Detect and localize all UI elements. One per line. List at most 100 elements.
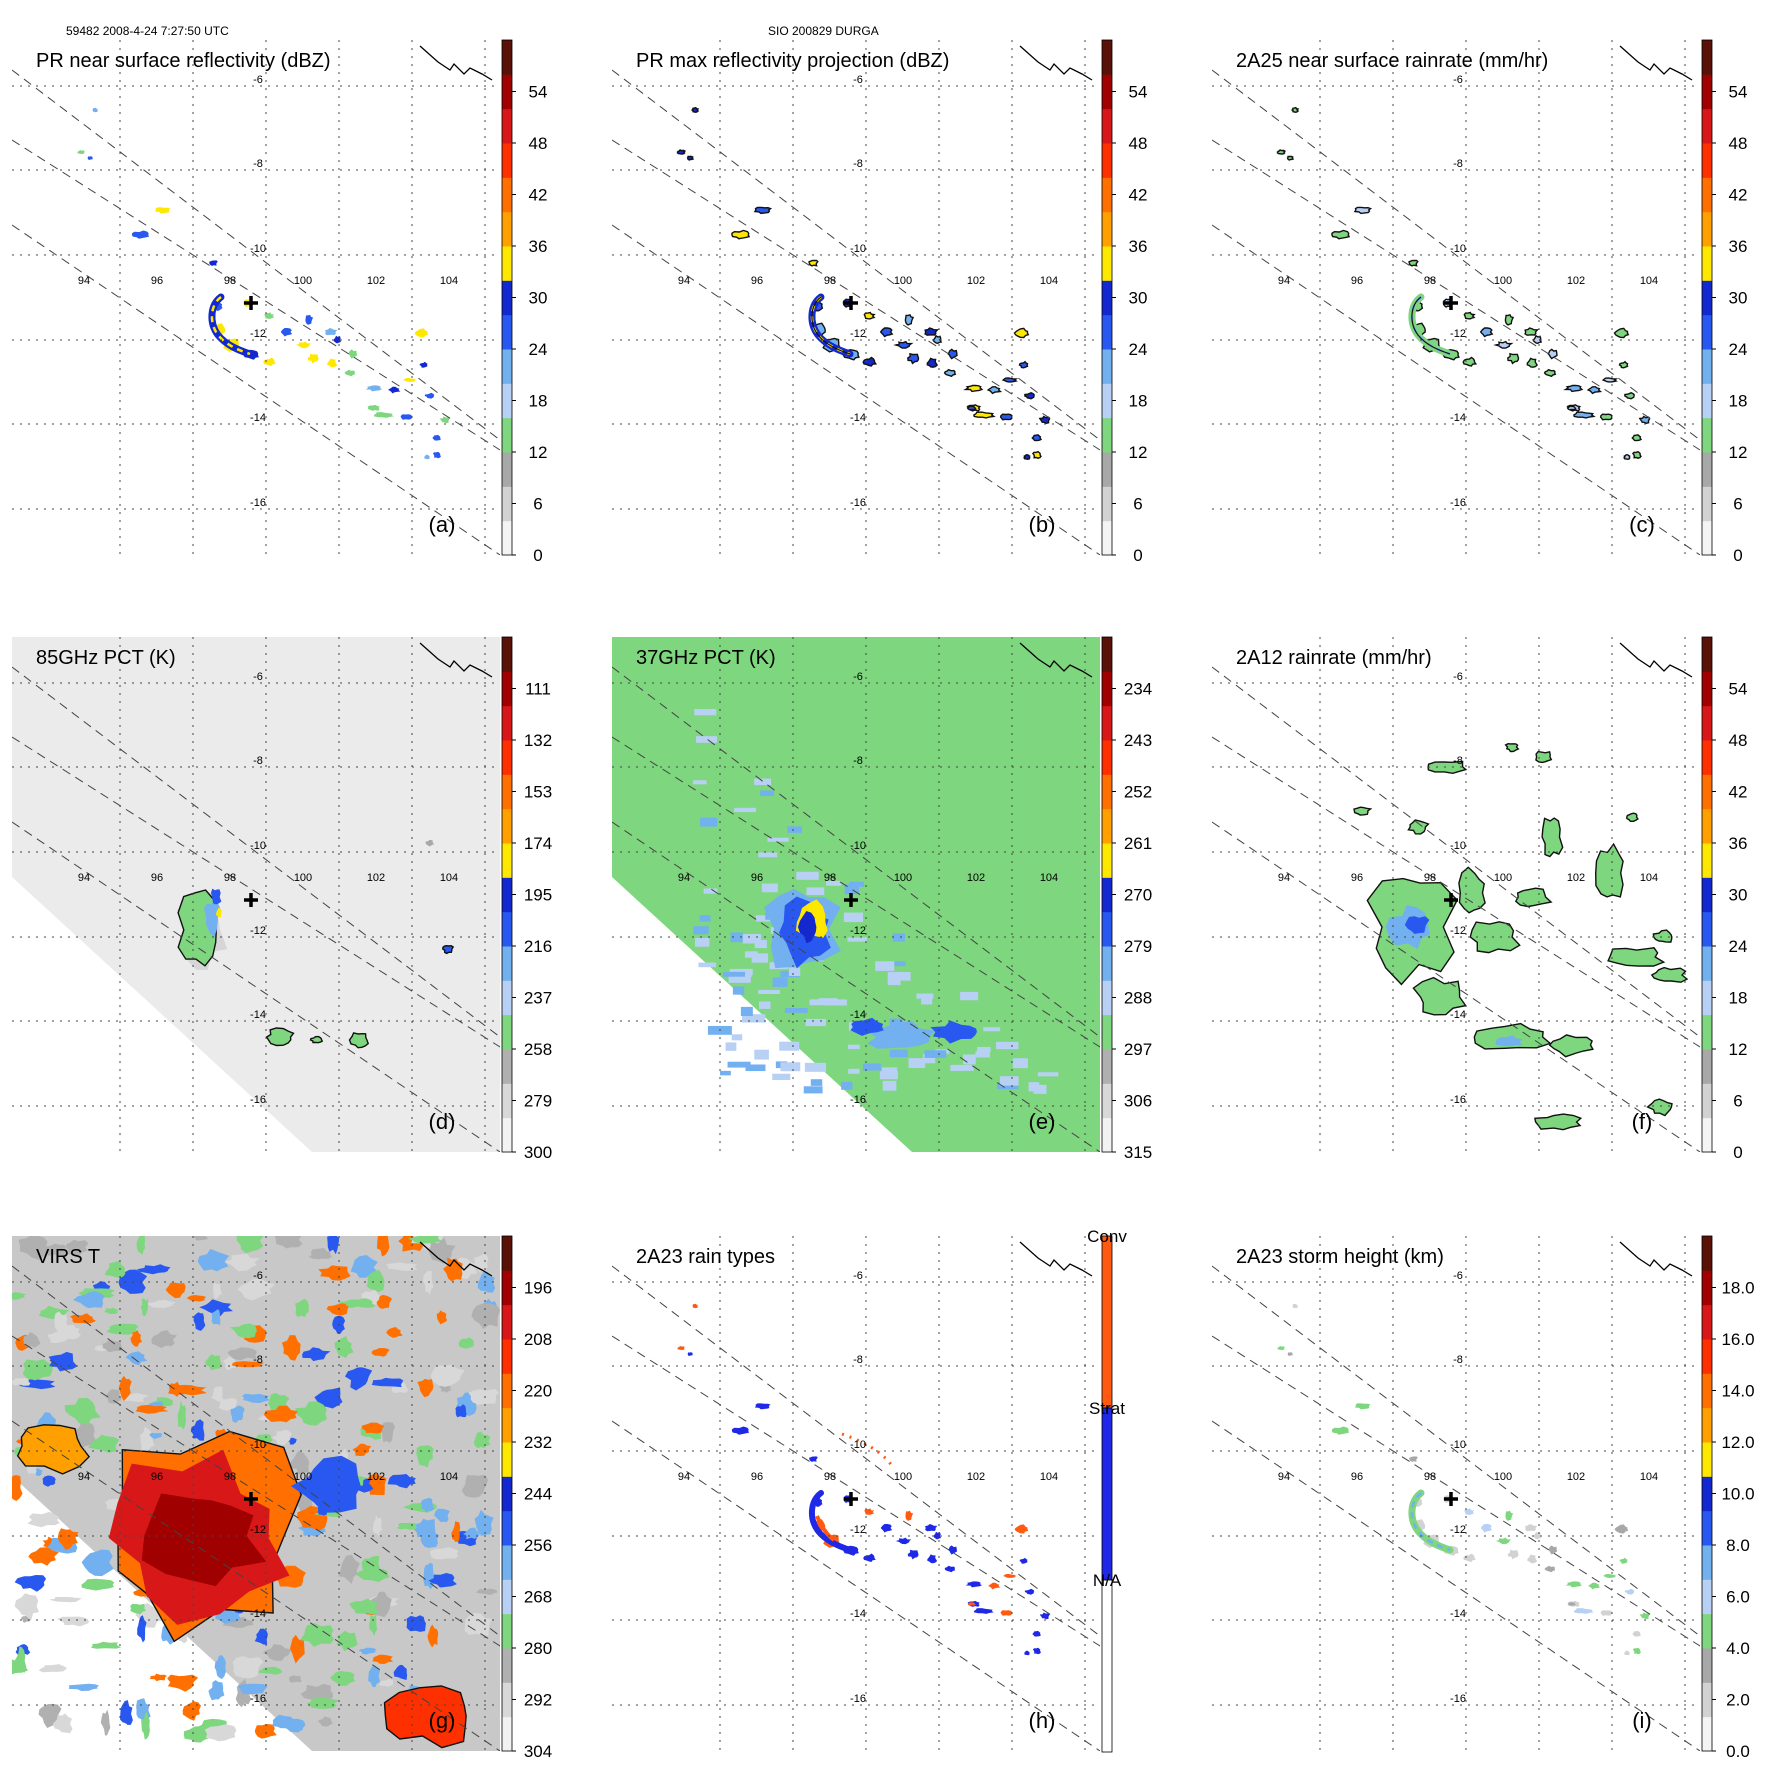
lon-tick-label: 96 [751, 1471, 763, 1483]
cloud-top-pixel [199, 1299, 234, 1317]
rain-cell [924, 327, 939, 336]
cloud-top-pixel [367, 1473, 387, 1495]
lon-tick-label: 102 [1567, 1471, 1585, 1483]
rain-type-cell [1032, 1647, 1041, 1655]
rain-cell [348, 349, 357, 359]
lat-tick-label: -6 [253, 74, 263, 86]
rain-cell [1479, 327, 1494, 338]
pct-pixel [796, 871, 819, 880]
cloud-top-pixel [197, 1249, 230, 1272]
colorbar-segment [1102, 211, 1112, 247]
cloud-top-pixel [88, 1434, 120, 1453]
map-content [1212, 40, 1700, 555]
rain-cell [1624, 1588, 1635, 1595]
rain-cell [87, 156, 93, 160]
cloud-top-pixel [396, 1522, 417, 1530]
lon-tick-label: 98 [1424, 275, 1436, 287]
colorbar-segment [502, 246, 512, 281]
colorbar-tick-label: 42 [1729, 186, 1748, 205]
swath-edge [1212, 666, 1700, 1038]
colorbar-segment [502, 1648, 512, 1683]
colorbar-tick-label: 24 [1129, 340, 1148, 359]
rain-cell [1463, 311, 1476, 320]
cloud-top-pixel [52, 1713, 73, 1734]
lat-tick-label: -14 [1450, 1608, 1466, 1620]
colorbar-tick-label: 306 [1124, 1092, 1152, 1111]
cloud-top-pixel [208, 1680, 225, 1701]
cloud-top-pixel [211, 1386, 223, 1402]
colorbar-segment [502, 1579, 512, 1615]
cloud-top-pixel [350, 1255, 378, 1278]
lat-tick-label: -12 [250, 925, 266, 937]
cloud-top-pixel [12, 1475, 23, 1501]
lat-tick-label: -10 [1450, 1439, 1466, 1451]
cloud-top-pixel [458, 1337, 474, 1349]
cloud-top-pixel [218, 1398, 238, 1411]
colorbar-tick-label: 300 [524, 1143, 552, 1162]
colorbar-segment [1102, 1117, 1112, 1153]
rain-cell [367, 406, 376, 410]
colorbar: Conv Strat N/A [1087, 1227, 1127, 1753]
cloud-top-pixel [407, 1236, 443, 1244]
rain-cell [280, 328, 293, 337]
colorbar-segment [1702, 740, 1712, 775]
cloud-top-pixel [474, 1431, 491, 1449]
cloud-top-pixel [190, 1419, 205, 1441]
colorbar-tick-label: 36 [529, 237, 548, 256]
rain-cell [1599, 413, 1613, 421]
storm-center-marker [244, 893, 258, 907]
colorbar-tick-label: 48 [529, 134, 548, 153]
lon-tick-label: 104 [1040, 1471, 1058, 1483]
colorbar-tick-label: 12.0 [1721, 1433, 1754, 1452]
lat-tick-label: -6 [1453, 1270, 1463, 1282]
rain-cell [1563, 384, 1584, 393]
colorbar-segment [1102, 520, 1112, 556]
colorbar-segment [1702, 211, 1712, 247]
colorbar-tick-label: 220 [524, 1382, 552, 1401]
lat-tick-label: -10 [850, 840, 866, 852]
lon-tick-label: 100 [294, 872, 312, 884]
cloud-top-pixel [81, 1549, 114, 1577]
colorbar: 18.0 16.0 14.0 12.0 10.0 8.0 6.0 4.0 2.0 0.0 [1701, 1235, 1755, 1761]
cloud-top-pixel [455, 1404, 467, 1418]
colorbar-tick-label: 48 [1129, 134, 1148, 153]
cloud-top-pixel [474, 1509, 494, 1536]
coastline [1619, 45, 1693, 81]
lat-tick-label: -12 [1450, 1524, 1466, 1536]
map-content [12, 40, 500, 555]
colorbar-segment [1102, 40, 1112, 75]
panel-title: 37GHz PCT (K) [636, 647, 776, 669]
pct-pixel [983, 1027, 1001, 1032]
rain-cell [305, 314, 314, 325]
colorbar-tick-label: 30 [1129, 289, 1148, 308]
colorbar-segment [502, 1373, 512, 1409]
pct-pixel [879, 1071, 898, 1080]
cloud-top-pixel [136, 1236, 146, 1255]
rain-type-cell [925, 1524, 938, 1532]
panel-label: (f) [1632, 1109, 1653, 1134]
pct-pixel [999, 1076, 1019, 1086]
colorbar-segment [502, 1083, 512, 1119]
colorbar-segment [1102, 1049, 1112, 1084]
colorbar-segment [1102, 452, 1112, 487]
pct-pixel [826, 880, 842, 886]
cloud-top-pixel [451, 1521, 461, 1542]
rain-cell [1526, 357, 1539, 368]
lat-tick-label: -6 [253, 671, 263, 683]
colorbar-segment [502, 1545, 512, 1580]
swath-edge [612, 224, 1100, 555]
rain-type-cell [973, 1608, 994, 1614]
lat-tick-label: -8 [853, 158, 863, 170]
rain-cell [863, 311, 876, 320]
colorbar-tick-label: 153 [524, 783, 552, 802]
cloud-top-pixel [224, 1253, 260, 1272]
lon-tick-label: 96 [1351, 275, 1363, 287]
cloud-top-pixel [14, 1593, 39, 1621]
colorbar-tick-label: 54 [1729, 680, 1748, 699]
pct-pixel [699, 915, 711, 922]
rain-cell [986, 386, 1003, 395]
storm-center-marker [244, 1492, 258, 1506]
lat-tick-label: -8 [1453, 755, 1463, 767]
lat-tick-label: -16 [850, 1693, 866, 1705]
panel-label: (c) [1629, 512, 1655, 537]
